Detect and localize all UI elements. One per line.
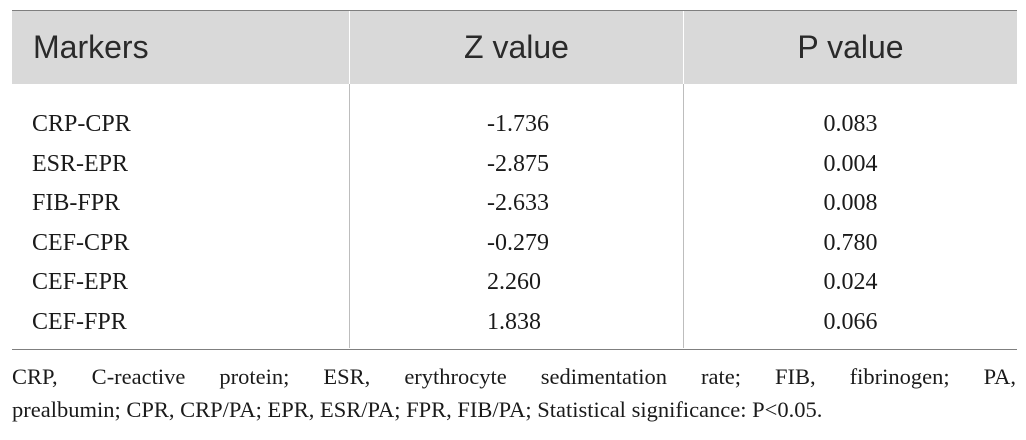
table-cell-marker: FIB-FPR — [32, 190, 121, 217]
table-cell-marker: CEF-EPR — [32, 269, 129, 296]
table-cell-marker: ESR-EPR — [32, 150, 129, 177]
table-cell-z: 1.838 — [487, 308, 541, 335]
header-p-value: P value — [683, 11, 1017, 84]
table-cell-p: 0.066 — [823, 308, 878, 335]
table-cell-p: 0.008 — [823, 190, 878, 217]
table-cell-p: 0.083 — [823, 111, 878, 138]
markers-column: CRP-CPR ESR-EPR FIB-FPR CEF-CPR CEF-EPR … — [12, 84, 349, 348]
table-cell-p: 0.780 — [823, 229, 878, 256]
table-cell-z: -2.633 — [487, 190, 549, 217]
table-cell-marker: CEF-CPR — [32, 229, 130, 256]
footnote-line-1: CRP, C-reactive protein; ESR, erythrocyt… — [12, 364, 1016, 389]
markers-table: Markers Z value P value CRP-CPR ESR-EPR … — [12, 10, 1017, 350]
table-cell-p: 0.024 — [823, 269, 878, 296]
footnote-line-2: prealbumin; CPR, CRP/PA; EPR, ESR/PA; FP… — [12, 397, 823, 422]
table-cell-marker: CEF-FPR — [32, 308, 127, 335]
table-cell-p: 0.004 — [823, 150, 878, 177]
table-cell-z: -1.736 — [487, 111, 549, 138]
z-value-column: -1.736 -2.875 -2.633 -0.279 2.260 1.838 — [349, 84, 683, 348]
p-value-column: 0.083 0.004 0.008 0.780 0.024 0.066 — [683, 84, 1017, 348]
table-footnote: CRP, C-reactive protein; ESR, erythrocyt… — [12, 360, 1016, 426]
header-markers: Markers — [33, 29, 149, 65]
table-cell-z: -2.875 — [487, 150, 549, 177]
table-cell-z: 2.260 — [487, 269, 541, 296]
header-z-value: Z value — [349, 11, 683, 84]
table-header: Markers Z value P value — [12, 11, 1017, 84]
table-cell-z: -0.279 — [487, 229, 549, 256]
table-body: CRP-CPR ESR-EPR FIB-FPR CEF-CPR CEF-EPR … — [12, 84, 1017, 348]
table-cell-marker: CRP-CPR — [32, 111, 131, 138]
